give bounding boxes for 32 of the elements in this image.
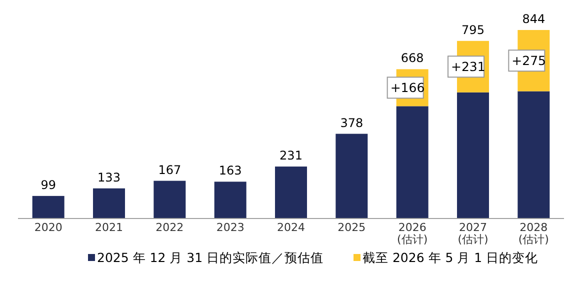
- bar: [518, 91, 550, 218]
- data-label: 133: [98, 170, 120, 184]
- x-tick-label: 2021: [95, 221, 123, 234]
- bar: [457, 92, 489, 218]
- x-tick-label: 2026 (估计): [397, 221, 428, 246]
- bar: [154, 180, 186, 218]
- total-label: 795: [462, 22, 484, 37]
- bar: [275, 166, 307, 218]
- x-tick-label: 2020: [34, 221, 62, 234]
- x-tick-label: 2028 (估计): [518, 221, 549, 246]
- data-label: 231: [280, 148, 302, 163]
- x-tick-label: 2023: [216, 221, 244, 234]
- legend-label: 2025 年 12 月 31 日的实际值／预估值: [97, 250, 324, 265]
- x-tick-label: 2027 (估计): [458, 221, 488, 246]
- data-label: +231: [451, 59, 486, 74]
- data-label: 163: [218, 164, 242, 178]
- x-tick-label: 2025: [338, 221, 366, 234]
- legend-label: 截至 2026 年 5 月 1 日的变化: [362, 250, 538, 265]
- total-label: 844: [522, 12, 546, 26]
- x-tick-label: 2022: [156, 221, 184, 234]
- bar: [214, 182, 246, 218]
- x-tick-label: 2024: [277, 221, 305, 234]
- data-label: 99: [40, 178, 56, 192]
- data-label: 167: [158, 162, 182, 177]
- bar: [32, 196, 64, 218]
- data-label: 378: [340, 116, 364, 130]
- data-label: +275: [512, 53, 546, 68]
- data-label: +166: [390, 80, 425, 96]
- bar: [93, 188, 125, 218]
- bar: [396, 106, 428, 218]
- bar: [336, 134, 368, 218]
- total-label: 668: [400, 51, 424, 66]
